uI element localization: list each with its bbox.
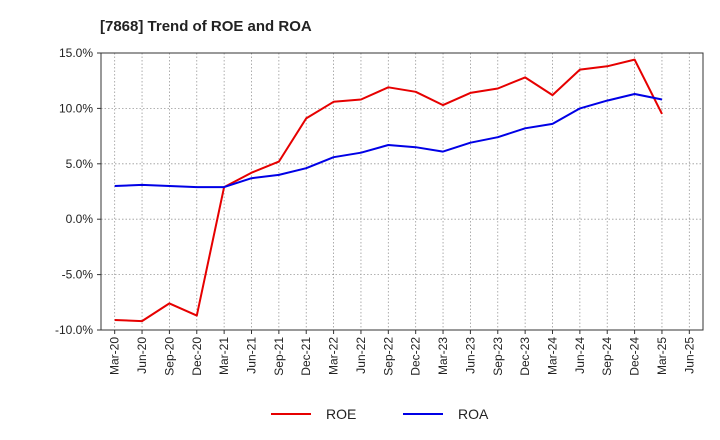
x-tick-label: Mar-20 bbox=[108, 337, 122, 375]
x-tick-label: Dec-24 bbox=[628, 337, 642, 376]
x-axis-ticks: Mar-20 Jun-20 Sep-20 Dec-20 Mar-21 Jun-21 Sep-… bbox=[108, 330, 696, 376]
y-tick-label: 5.0% bbox=[66, 157, 94, 171]
series-line-roe bbox=[114, 58, 663, 323]
legend-roe-label: ROE bbox=[326, 406, 356, 422]
x-tick-label: Mar-23 bbox=[436, 337, 450, 375]
x-tick-label: Jun-21 bbox=[245, 337, 259, 374]
y-tick-label: -5.0% bbox=[62, 268, 94, 282]
x-tick-label: Mar-22 bbox=[327, 337, 341, 375]
x-tick-label: Jun-23 bbox=[463, 337, 477, 374]
plot-area-frame bbox=[100, 52, 704, 331]
y-tick-label: 15.0% bbox=[59, 46, 93, 60]
x-tick-label: Jun-22 bbox=[354, 337, 368, 374]
grid-lines bbox=[101, 52, 703, 331]
x-tick-label: Sep-22 bbox=[381, 337, 395, 376]
x-tick-label: Dec-20 bbox=[190, 337, 204, 376]
x-tick-label: Mar-21 bbox=[217, 337, 231, 375]
y-axis-ticks: 15.0% 10.0% 5.0% 0.0% -5.0% -10.0% bbox=[55, 46, 101, 337]
x-tick-label: Sep-24 bbox=[600, 337, 614, 376]
chart-title: [7868] Trend of ROE and ROA bbox=[100, 18, 312, 35]
x-tick-label: Dec-22 bbox=[409, 337, 423, 376]
x-tick-label: Dec-21 bbox=[299, 337, 313, 376]
legend-roa-label: ROA bbox=[458, 406, 489, 422]
x-tick-label: Jun-25 bbox=[682, 337, 696, 374]
y-tick-label: -10.0% bbox=[55, 323, 93, 337]
y-tick-label: 0.0% bbox=[66, 212, 94, 226]
x-tick-label: Sep-21 bbox=[272, 337, 286, 376]
x-tick-label: Sep-23 bbox=[491, 337, 505, 376]
series-layer bbox=[114, 58, 663, 323]
x-tick-label: Dec-23 bbox=[518, 337, 532, 376]
x-tick-label: Mar-24 bbox=[546, 337, 560, 375]
x-tick-label: Sep-20 bbox=[162, 337, 176, 376]
x-tick-label: Jun-24 bbox=[573, 337, 587, 374]
y-tick-label: 10.0% bbox=[59, 101, 93, 115]
series-line-roa bbox=[114, 93, 663, 189]
x-tick-label: Mar-25 bbox=[655, 337, 669, 375]
legend: ROE ROA bbox=[271, 406, 489, 422]
x-tick-label: Jun-20 bbox=[135, 337, 149, 374]
